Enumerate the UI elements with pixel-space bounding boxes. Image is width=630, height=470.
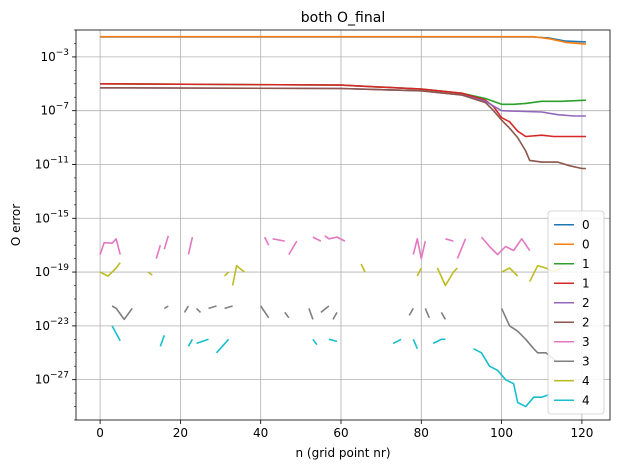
legend-label: 0: [582, 218, 590, 232]
x-tick-label: 60: [333, 426, 348, 440]
series-segment: [155, 244, 162, 259]
legend-label: 1: [582, 276, 590, 290]
series-1-line: [100, 35, 586, 45]
series-segment: [416, 267, 423, 277]
x-tick-label: 120: [570, 426, 593, 440]
series-segment: [163, 305, 169, 310]
series-segment: [163, 235, 170, 250]
series-segment: [263, 236, 270, 246]
series-segment: [332, 312, 338, 320]
series-5-line: [100, 87, 586, 170]
series-segment: [195, 307, 202, 313]
legend-box: [547, 210, 605, 415]
series-segment: [187, 338, 194, 347]
y-tick-label: 10−11: [35, 155, 69, 171]
axes: 0 20 40 60 80 100 12010−2710−2310−1910−1510−11…: [35, 29, 593, 440]
series-segment: [284, 311, 290, 319]
series-9-line: [111, 325, 551, 408]
series-segment: [224, 271, 230, 277]
series-6-line: [99, 235, 531, 260]
x-tick-label: 100: [490, 426, 513, 440]
series-segment: [111, 305, 133, 321]
x-tick-label: 80: [414, 426, 429, 440]
legend-label: 4: [582, 374, 590, 388]
series-segment: [500, 308, 559, 363]
y-tick-label: 10−27: [35, 371, 69, 387]
legend-label: 1: [582, 257, 590, 271]
legend-label: 3: [582, 354, 590, 368]
series-segment: [100, 83, 586, 138]
y-tick-label: 10−3: [40, 48, 69, 64]
series-segment: [312, 338, 318, 346]
series-segment: [412, 338, 419, 350]
series-lines: [99, 35, 586, 408]
series-segment: [187, 236, 194, 255]
series-segment: [424, 308, 431, 319]
series-segment: [99, 238, 121, 255]
series-segment: [208, 305, 217, 310]
legend-label: 2: [582, 315, 590, 329]
series-segment: [436, 267, 458, 287]
series-segment: [432, 338, 446, 345]
series-segment: [231, 264, 246, 286]
series-segment: [308, 308, 314, 320]
x-tick-label: 20: [173, 426, 188, 440]
series-segment: [147, 271, 153, 276]
y-tick-label: 10−7: [40, 102, 69, 118]
series-3-line: [100, 83, 586, 138]
series-segment: [260, 305, 270, 319]
series-segment: [320, 305, 330, 314]
series-segment: [159, 335, 166, 347]
series-segment: [272, 238, 285, 242]
series-segment: [312, 236, 322, 242]
series-segment: [183, 305, 190, 313]
series-segment: [328, 338, 338, 343]
series-segment: [445, 238, 454, 242]
x-tick-label: 0: [96, 426, 104, 440]
series-segment: [224, 305, 233, 310]
y-tick-label: 10−23: [35, 317, 69, 333]
legend: 0 0 1 1 2 2 3 3 4 4: [547, 210, 605, 415]
series-segment: [215, 338, 230, 354]
series-segment: [456, 238, 467, 259]
series-segment: [100, 35, 586, 45]
series-7-line: [111, 305, 559, 363]
plot-frame: [75, 29, 611, 421]
x-tick-label: 40: [253, 426, 268, 440]
series-segment: [473, 347, 551, 408]
chart-title: both O_final: [301, 10, 385, 26]
series-segment: [440, 312, 447, 320]
series-segment: [288, 240, 298, 256]
y-tick-label: 10−19: [35, 263, 70, 279]
series-segment: [360, 263, 366, 273]
legend-label: 2: [582, 296, 590, 310]
series-segment: [324, 235, 346, 242]
series-segment: [100, 87, 586, 170]
series-segment: [501, 267, 519, 277]
legend-label: 4: [582, 393, 590, 407]
series-segment: [412, 238, 427, 260]
x-axis-label: n (grid point nr): [295, 446, 390, 460]
legend-label: 3: [582, 335, 590, 349]
series-segment: [99, 262, 121, 277]
legend-label: 0: [582, 237, 590, 251]
series-segment: [196, 338, 209, 345]
series-segment: [480, 236, 531, 256]
series-segment: [408, 307, 414, 316]
series-segment: [111, 325, 121, 341]
series-segment: [392, 338, 402, 345]
y-axis-label: O error: [9, 204, 23, 246]
y-tick-label: 10−15: [35, 209, 69, 225]
